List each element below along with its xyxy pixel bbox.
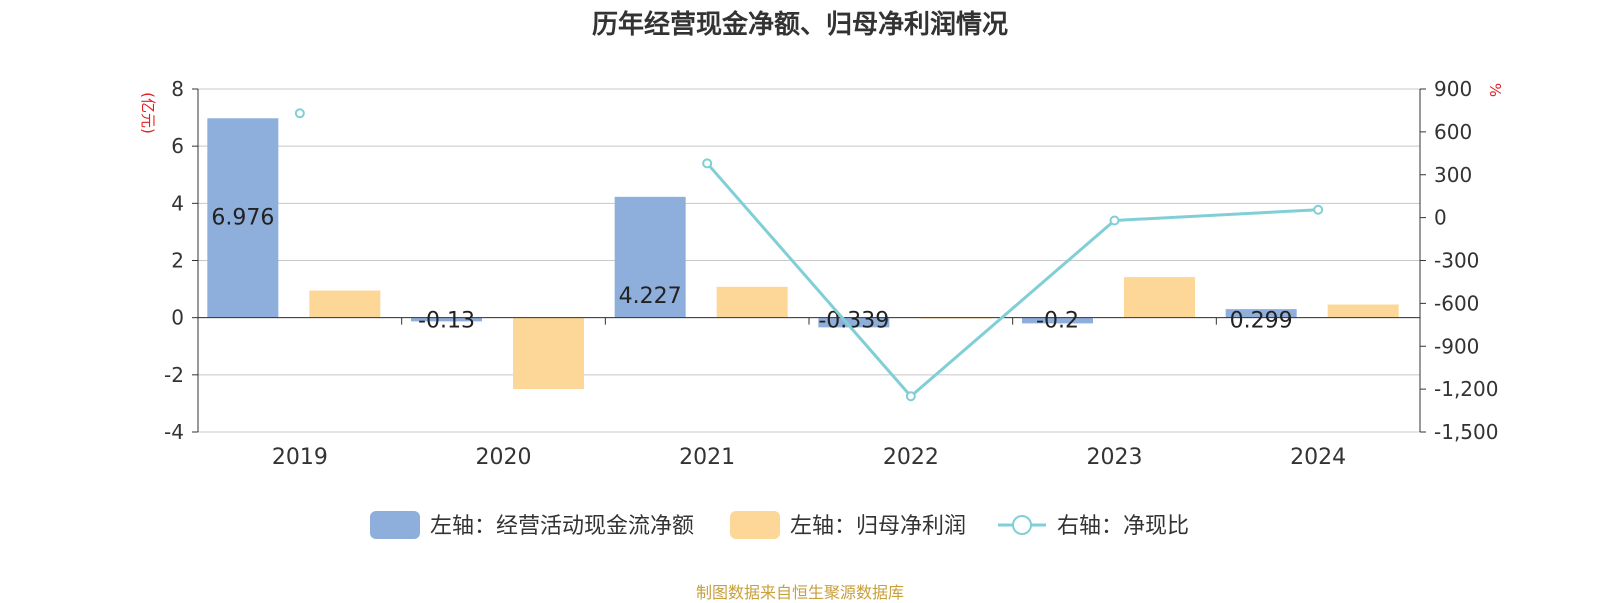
x-axis-tick-label: 2019 [272, 445, 328, 470]
net-cash-ratio-line-segment [909, 219, 1116, 398]
cashflow-bar [207, 118, 279, 318]
cashflow-data-label: 4.227 [619, 284, 682, 309]
cashflow-bar [614, 196, 686, 318]
left-axis-tick-label: 4 [171, 191, 184, 215]
chart-title: 历年经营现金净额、归母净利润情况 [591, 10, 1008, 40]
x-axis-tick-label: 2023 [1087, 445, 1143, 470]
cashflow-bar [1022, 317, 1093, 324]
source-footer: 制图数据来自恒生聚源数据库 [695, 583, 904, 602]
x-axis-tick-label: 2020 [476, 445, 532, 470]
left-axis-tick-label: -2 [164, 363, 184, 387]
cashflow-data-label: -0.2 [1036, 309, 1079, 334]
cashflow-bar [411, 317, 482, 322]
right-axis-tick-label: -1,200 [1434, 377, 1498, 401]
left-axis-unit: (亿元) [139, 92, 157, 134]
right-axis-tick-label: -300 [1434, 249, 1479, 273]
right-axis-tick-label: -600 [1434, 291, 1479, 315]
right-axis-tick-label: 600 [1434, 120, 1472, 144]
legend-label-net-cash-ratio: 右轴：净现比 [1057, 514, 1189, 539]
net-cash-ratio-point [702, 158, 713, 169]
right-axis-tick-label: 0 [1434, 206, 1447, 230]
net-cash-ratio-point [1109, 215, 1120, 226]
x-axis-tick-label: 2022 [883, 445, 939, 470]
left-axis-tick-label: 6 [171, 134, 184, 158]
legend-label-cashflow: 左轴：经营活动现金流净额 [430, 514, 694, 539]
left-axis-tick-label: -4 [164, 420, 184, 444]
net-profit-bar [1124, 277, 1195, 318]
right-axis-tick-label: -1,500 [1434, 420, 1498, 444]
cashflow-data-label: -0.13 [418, 309, 475, 334]
net-cash-ratio-point [1313, 204, 1324, 215]
net-profit-bar [1327, 304, 1399, 318]
net-profit-bar [716, 286, 788, 318]
left-axis-tick-label: 8 [171, 77, 184, 101]
cashflow-bar [818, 317, 890, 328]
cashflow-data-label: 0.299 [1230, 309, 1293, 334]
net-cash-ratio-line-segment [1114, 208, 1319, 222]
x-axis-tick-label: 2024 [1290, 445, 1346, 470]
right-axis-unit: % [1486, 83, 1504, 97]
cashflow-bar [1225, 309, 1297, 318]
left-axis-tick-label: 2 [171, 249, 184, 273]
right-axis-tick-label: 900 [1434, 77, 1472, 101]
legend-swatch-net-profit [730, 511, 780, 539]
cashflow-data-label: 6.976 [211, 205, 274, 230]
x-axis-tick-label: 2021 [679, 445, 735, 470]
legend-swatch-cashflow [370, 511, 420, 539]
left-axis-tick-label: 0 [171, 306, 184, 330]
legend-label-net-profit: 左轴：归母净利润 [790, 514, 966, 539]
net-cash-ratio-line-segment [706, 162, 912, 398]
right-axis-tick-label: 300 [1434, 163, 1472, 187]
legend-marker-net-cash-ratio [1012, 515, 1032, 535]
net-cash-ratio-point [294, 108, 305, 119]
right-axis-tick-label: -900 [1434, 334, 1479, 358]
net-cash-ratio-point [905, 391, 916, 402]
net-profit-bar [309, 290, 381, 318]
net-profit-bar [513, 317, 584, 390]
